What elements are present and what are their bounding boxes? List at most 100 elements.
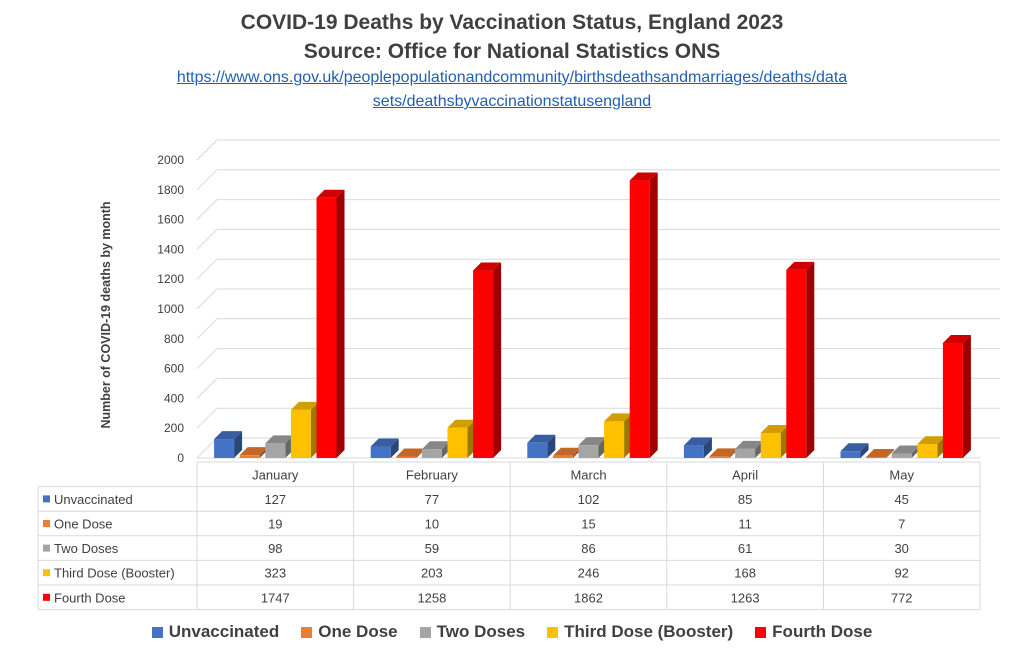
bar (316, 197, 337, 458)
table-value: 10 (425, 517, 439, 532)
table-value: 1258 (417, 590, 446, 605)
y-axis-label: Number of COVID-19 deaths by month (99, 201, 113, 428)
bar-top (578, 437, 607, 446)
legend-swatch (151, 626, 163, 638)
bar-side (703, 437, 712, 458)
bar (840, 451, 861, 458)
chart-title-line2: Source: Office for National Statistics O… (303, 40, 721, 63)
y-tick-label: 2000 (157, 153, 184, 167)
bar (786, 269, 807, 458)
table-value: 45 (894, 492, 908, 507)
table-value: 59 (425, 541, 439, 556)
table-value: 1263 (731, 590, 760, 605)
bar-side (336, 189, 345, 458)
table-value: 85 (738, 492, 752, 507)
chart-header: COVID-19 Deaths by Vaccination Status, E… (0, 8, 1024, 114)
y-tick-label: 400 (164, 391, 184, 405)
gridline-side (196, 407, 218, 429)
bar (421, 449, 442, 458)
bar (683, 445, 704, 458)
bar-top (891, 445, 920, 454)
bar (891, 453, 912, 458)
table-value: 1862 (574, 590, 603, 605)
bar-side (860, 443, 869, 458)
bar-top (214, 431, 243, 440)
table-value: 98 (268, 541, 282, 556)
table-value: 203 (421, 566, 443, 581)
bar-top (396, 448, 425, 457)
bar-top (265, 435, 294, 444)
table-value: 61 (738, 541, 752, 556)
legend-item: Fourth Dose (755, 622, 872, 642)
bar (604, 421, 625, 458)
chart-legend: Unvaccinated One Dose Two Doses Third Dose … (0, 622, 1024, 642)
bar (447, 427, 468, 458)
y-tick-label: 1400 (157, 242, 184, 256)
bar-side (649, 172, 658, 458)
table-series-label: Unvaccinated (54, 492, 133, 507)
table-series-label: One Dose (54, 517, 113, 532)
category-label: February (406, 467, 459, 482)
legend-label: Third Dose (Booster) (564, 622, 734, 641)
legend-label: Fourth Dose (772, 622, 873, 641)
bar-top (709, 448, 738, 457)
bar-top (527, 434, 556, 443)
bar-top (840, 443, 869, 452)
bar (760, 432, 781, 458)
table-value: 11 (738, 517, 752, 532)
table-value: 1747 (261, 590, 290, 605)
bar-top (316, 189, 345, 198)
table-value: 92 (894, 566, 908, 581)
table-value: 168 (734, 566, 756, 581)
source-link-line2[interactable]: sets/deathsbyvaccinationstatusengland (372, 93, 652, 110)
gridline-side (196, 169, 218, 191)
legend-item: Third Dose (Booster) (547, 622, 733, 642)
bar-top (917, 436, 946, 445)
gridline-side (196, 229, 218, 250)
bar-side (806, 261, 815, 458)
bar (917, 444, 938, 458)
bar-top (239, 447, 268, 456)
bar-top (629, 172, 658, 181)
y-tick-label: 1200 (157, 272, 184, 286)
bar-top (552, 447, 581, 456)
legend-swatch (419, 626, 431, 638)
source-link-line1[interactable]: https://www.ons.gov.uk/peoplepopulationa… (176, 69, 848, 86)
bar-top (447, 419, 476, 428)
bar-side (234, 431, 243, 458)
bar-top (760, 424, 789, 433)
legend-item: Unvaccinated (151, 622, 279, 642)
legend-item: One Dose (301, 622, 398, 642)
gridline-side (196, 378, 218, 399)
bar-top (473, 262, 502, 271)
bar (578, 445, 599, 458)
bar (552, 455, 573, 458)
bar (709, 456, 730, 458)
y-tick-label: 600 (164, 362, 184, 376)
bar-top (866, 448, 895, 457)
table-value: 772 (891, 590, 913, 605)
table-value: 15 (581, 517, 595, 532)
bar-side (547, 434, 556, 458)
gridline-side (196, 348, 218, 369)
table-value: 102 (578, 492, 600, 507)
bar (527, 442, 548, 458)
chart-title-line1: COVID-19 Deaths by Vaccination Status, E… (240, 11, 784, 34)
legend-label: Two Doses (436, 622, 526, 641)
bar-top (370, 438, 399, 447)
table-series-label: Third Dose (Booster) (54, 566, 175, 581)
table-series-label: Two Doses (54, 541, 119, 556)
bar (290, 409, 311, 458)
table-value: 77 (425, 492, 439, 507)
bar-side (886, 448, 895, 458)
table-value: 127 (264, 492, 286, 507)
bar (370, 446, 391, 458)
category-label: May (889, 467, 914, 482)
y-tick-label: 0 (177, 451, 184, 465)
bar (396, 456, 417, 458)
category-label: April (732, 467, 758, 482)
bar (629, 180, 650, 458)
legend-swatch (755, 626, 767, 638)
bar (735, 448, 756, 458)
table-value: 19 (268, 517, 282, 532)
